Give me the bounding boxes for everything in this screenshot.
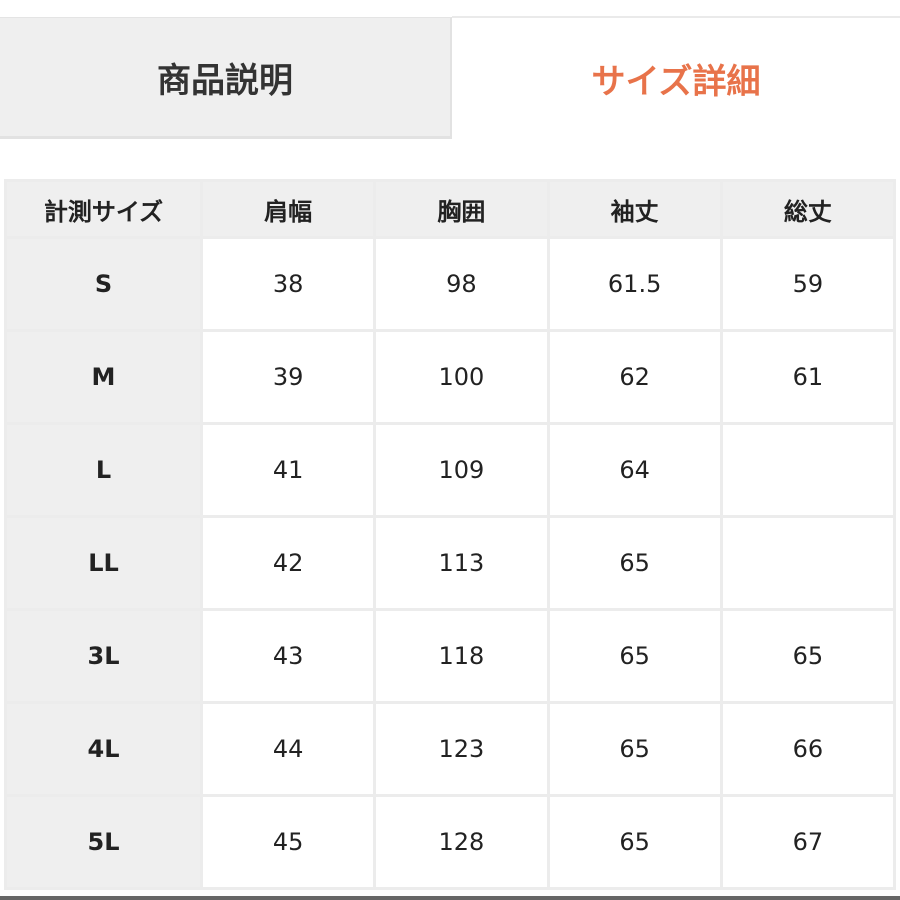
tab-product-description[interactable]: 商品説明 — [0, 17, 452, 139]
cell-length — [719, 422, 897, 518]
table-row: M 39 100 62 61 — [4, 329, 897, 425]
cell-sleeve: 65 — [546, 794, 723, 890]
cell-length: 59 — [719, 236, 897, 332]
table-row: LL 42 113 65 — [4, 515, 897, 611]
cell-sleeve: 65 — [546, 701, 723, 797]
cell-size: L — [4, 422, 203, 518]
cell-length: 66 — [719, 701, 897, 797]
header-length: 総丈 — [719, 179, 897, 239]
cell-size: S — [4, 236, 203, 332]
table-row: 4L 44 123 65 66 — [4, 701, 897, 797]
bottom-divider — [0, 896, 900, 900]
cell-shoulder: 45 — [199, 794, 377, 890]
header-shoulder: 肩幅 — [199, 179, 377, 239]
table-row: S 38 98 61.5 59 — [4, 236, 897, 332]
header-sleeve: 袖丈 — [546, 179, 723, 239]
cell-length: 65 — [719, 608, 897, 704]
tab-size-details[interactable]: サイズ詳細 — [452, 16, 900, 138]
cell-size: M — [4, 329, 203, 425]
header-chest: 胸囲 — [373, 179, 550, 239]
cell-shoulder: 44 — [199, 701, 377, 797]
cell-sleeve: 64 — [546, 422, 723, 518]
cell-size: 4L — [4, 701, 203, 797]
cell-length: 67 — [719, 794, 897, 890]
cell-chest: 98 — [373, 236, 550, 332]
cell-size: 3L — [4, 608, 203, 704]
table-row: L 41 109 64 — [4, 422, 897, 518]
size-table: 計測サイズ 肩幅 胸囲 袖丈 総丈 S 38 98 61.5 59 M 39 100 62 61 L… — [4, 179, 897, 890]
cell-sleeve: 65 — [546, 515, 723, 611]
cell-shoulder: 41 — [199, 422, 377, 518]
cell-shoulder: 43 — [199, 608, 377, 704]
cell-shoulder: 42 — [199, 515, 377, 611]
tab-bar: 商品説明 サイズ詳細 — [0, 16, 900, 139]
table-row: 5L 45 128 65 67 — [4, 794, 897, 890]
header-size: 計測サイズ — [4, 179, 203, 239]
table-header-row: 計測サイズ 肩幅 胸囲 袖丈 総丈 — [4, 179, 897, 239]
cell-length — [719, 515, 897, 611]
cell-chest: 118 — [373, 608, 550, 704]
cell-size: LL — [4, 515, 203, 611]
cell-length: 61 — [719, 329, 897, 425]
cell-chest: 109 — [373, 422, 550, 518]
cell-sleeve: 65 — [546, 608, 723, 704]
cell-sleeve: 61.5 — [546, 236, 723, 332]
cell-chest: 123 — [373, 701, 550, 797]
cell-sleeve: 62 — [546, 329, 723, 425]
cell-shoulder: 39 — [199, 329, 377, 425]
cell-chest: 100 — [373, 329, 550, 425]
cell-chest: 128 — [373, 794, 550, 890]
cell-shoulder: 38 — [199, 236, 377, 332]
cell-chest: 113 — [373, 515, 550, 611]
cell-size: 5L — [4, 794, 203, 890]
table-row: 3L 43 118 65 65 — [4, 608, 897, 704]
